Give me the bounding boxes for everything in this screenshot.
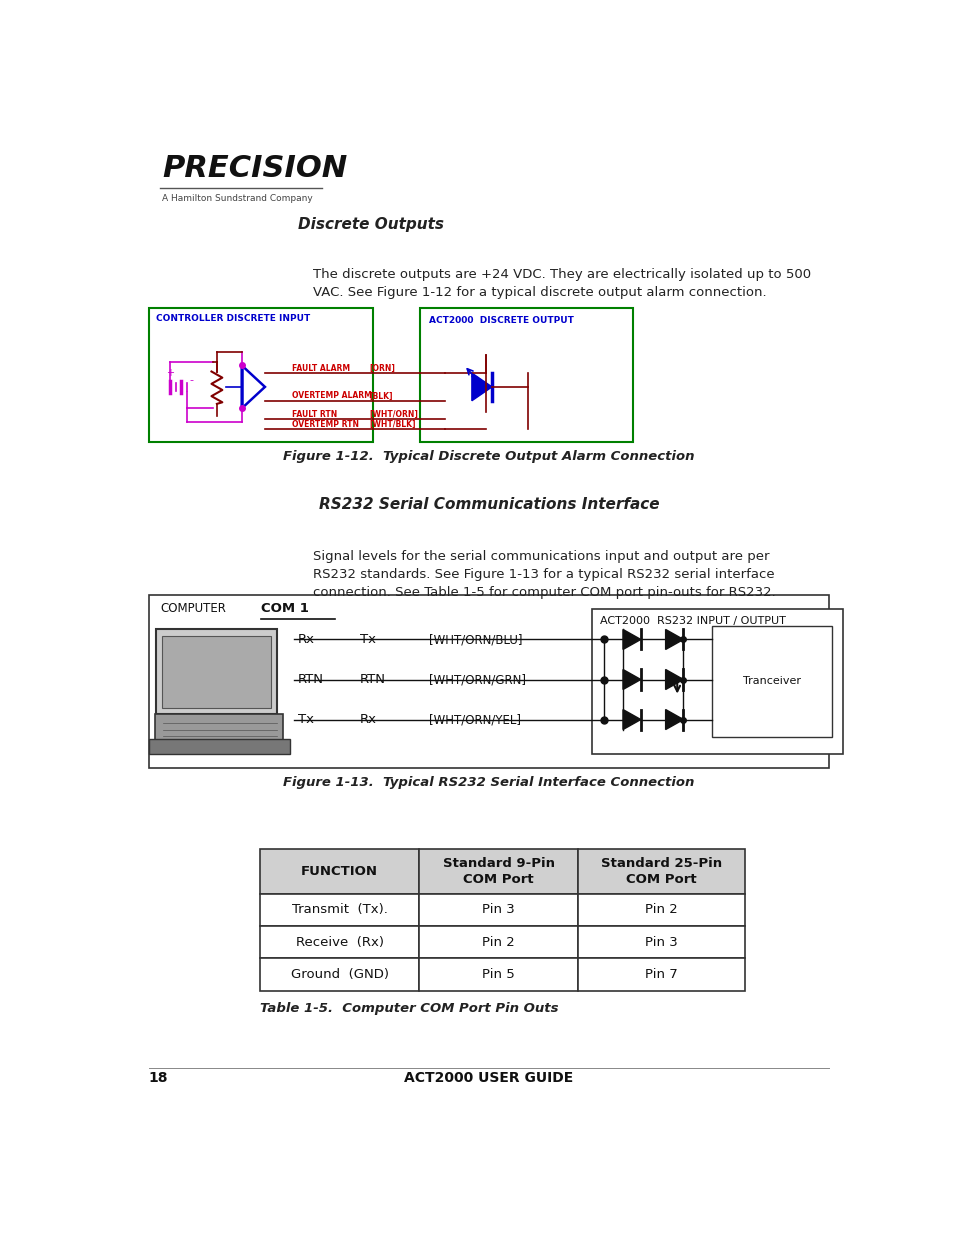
FancyBboxPatch shape — [156, 630, 276, 714]
Text: FAULT RTN: FAULT RTN — [292, 410, 337, 419]
Text: [WHT/ORN/GRN]: [WHT/ORN/GRN] — [429, 673, 526, 687]
FancyBboxPatch shape — [578, 894, 744, 926]
Text: Ground  (GND): Ground (GND) — [291, 968, 388, 981]
Text: Rx: Rx — [359, 714, 376, 726]
Text: Tx: Tx — [297, 714, 314, 726]
Text: Figure 1-12.  Typical Discrete Output Alarm Connection: Figure 1-12. Typical Discrete Output Ala… — [283, 450, 694, 463]
Text: Tx: Tx — [359, 634, 375, 646]
Text: OVERTEMP ALARM: OVERTEMP ALARM — [292, 391, 372, 400]
FancyBboxPatch shape — [149, 595, 828, 768]
Text: Pin 5: Pin 5 — [481, 968, 515, 981]
Text: ACT2000  RS232 INPUT / OUTPUT: ACT2000 RS232 INPUT / OUTPUT — [599, 616, 785, 626]
FancyBboxPatch shape — [418, 926, 578, 958]
FancyBboxPatch shape — [418, 958, 578, 990]
FancyBboxPatch shape — [162, 636, 271, 708]
Text: FAULT ALARM: FAULT ALARM — [292, 364, 350, 373]
Text: [ORN]: [ORN] — [369, 364, 395, 373]
Text: Standard 9-Pin
COM Port: Standard 9-Pin COM Port — [442, 857, 554, 885]
Text: [WHT/ORN/BLU]: [WHT/ORN/BLU] — [429, 634, 522, 646]
Text: ACT2000 USER GUIDE: ACT2000 USER GUIDE — [404, 1071, 573, 1086]
Text: Pin 2: Pin 2 — [481, 936, 515, 948]
Text: Rx: Rx — [297, 634, 314, 646]
Polygon shape — [622, 669, 640, 689]
Text: RTN: RTN — [359, 673, 385, 687]
FancyBboxPatch shape — [260, 894, 418, 926]
FancyBboxPatch shape — [260, 926, 418, 958]
Text: [BLK]: [BLK] — [369, 391, 393, 400]
Text: COMPUTER: COMPUTER — [160, 601, 226, 615]
Text: FUNCTION: FUNCTION — [301, 864, 377, 878]
FancyBboxPatch shape — [149, 308, 373, 442]
Text: +: + — [166, 368, 173, 378]
FancyBboxPatch shape — [260, 958, 418, 990]
Polygon shape — [665, 630, 682, 650]
Text: Receive  (Rx): Receive (Rx) — [295, 936, 383, 948]
Polygon shape — [622, 630, 640, 650]
FancyBboxPatch shape — [418, 848, 578, 894]
FancyBboxPatch shape — [419, 308, 633, 442]
Text: CONTROLLER DISCRETE INPUT: CONTROLLER DISCRETE INPUT — [156, 315, 311, 324]
Text: COM 1: COM 1 — [261, 601, 309, 615]
Text: Figure 1-13.  Typical RS232 Serial Interface Connection: Figure 1-13. Typical RS232 Serial Interf… — [283, 776, 694, 789]
Text: Transmit  (Tx).: Transmit (Tx). — [292, 903, 387, 916]
FancyBboxPatch shape — [711, 626, 831, 737]
FancyBboxPatch shape — [592, 609, 842, 755]
Text: OVERTEMP RTN: OVERTEMP RTN — [292, 420, 358, 429]
Text: Table 1-5.  Computer COM Port Pin Outs: Table 1-5. Computer COM Port Pin Outs — [260, 1002, 558, 1015]
Text: The discrete outputs are +24 VDC. They are electrically isolated up to 500
VAC. : The discrete outputs are +24 VDC. They a… — [313, 268, 810, 299]
FancyBboxPatch shape — [418, 894, 578, 926]
Text: ACT2000  DISCRETE OUTPUT: ACT2000 DISCRETE OUTPUT — [429, 316, 574, 325]
Text: Tranceiver: Tranceiver — [742, 677, 801, 687]
Text: [WHT/ORN/YEL]: [WHT/ORN/YEL] — [429, 714, 520, 726]
Text: [WHT/BLK]: [WHT/BLK] — [369, 420, 416, 429]
FancyBboxPatch shape — [578, 958, 744, 990]
Text: Pin 7: Pin 7 — [644, 968, 677, 981]
Text: Pin 2: Pin 2 — [644, 903, 677, 916]
FancyBboxPatch shape — [154, 714, 282, 740]
Text: RS232 Serial Communications Interface: RS232 Serial Communications Interface — [318, 496, 659, 511]
FancyBboxPatch shape — [578, 926, 744, 958]
Text: PRECISION: PRECISION — [162, 154, 347, 184]
Text: Discrete Outputs: Discrete Outputs — [297, 217, 443, 232]
Polygon shape — [665, 710, 682, 730]
Text: 18: 18 — [149, 1071, 168, 1086]
Text: Standard 25-Pin
COM Port: Standard 25-Pin COM Port — [600, 857, 721, 885]
Polygon shape — [622, 710, 640, 730]
Polygon shape — [665, 669, 682, 689]
FancyBboxPatch shape — [578, 848, 744, 894]
Text: Pin 3: Pin 3 — [644, 936, 677, 948]
FancyBboxPatch shape — [149, 739, 290, 755]
FancyBboxPatch shape — [260, 848, 418, 894]
Text: -: - — [189, 375, 193, 385]
Text: RTN: RTN — [297, 673, 323, 687]
Text: Pin 3: Pin 3 — [481, 903, 515, 916]
Text: A Hamilton Sundstrand Company: A Hamilton Sundstrand Company — [162, 194, 313, 203]
Polygon shape — [472, 373, 492, 401]
Text: [WHT/ORN]: [WHT/ORN] — [369, 410, 418, 419]
Text: Signal levels for the serial communications input and output are per
RS232 stand: Signal levels for the serial communicati… — [313, 550, 775, 599]
